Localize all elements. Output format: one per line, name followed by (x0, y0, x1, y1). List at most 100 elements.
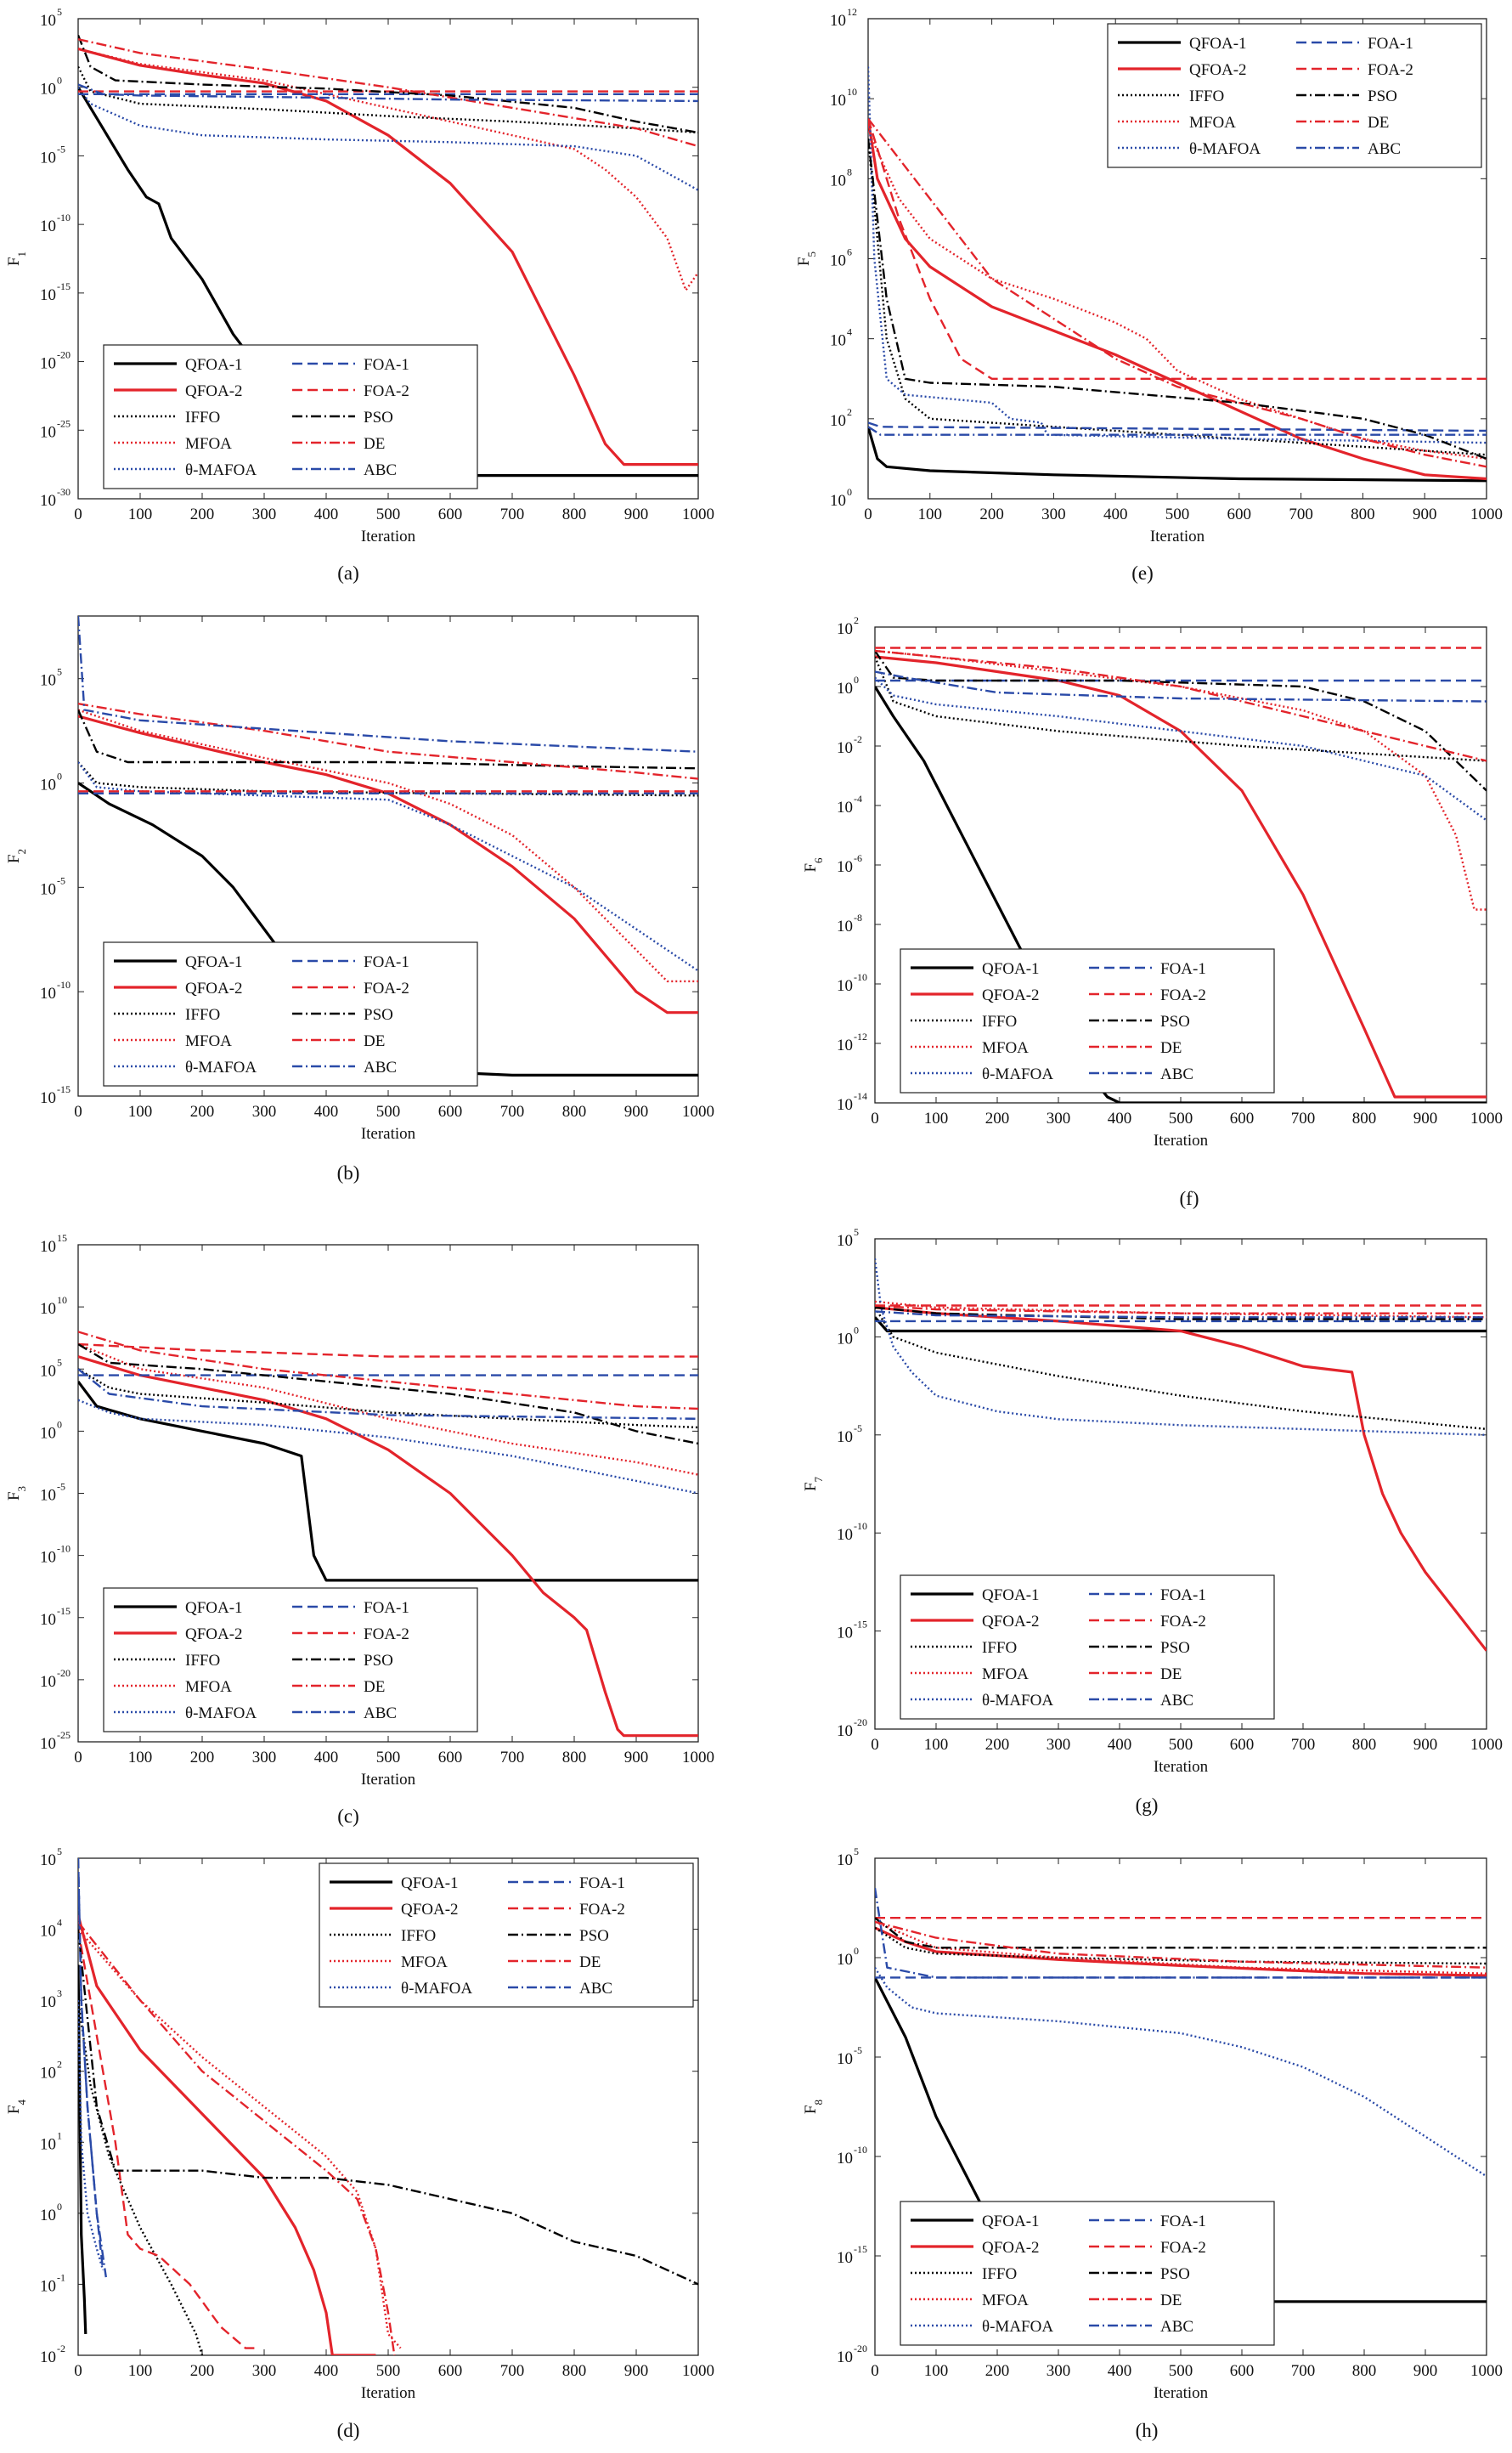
panel-d-y-tick-label: 10 -2 (40, 2343, 65, 2366)
panel-g-x-tick-label: 900 (1413, 1736, 1438, 1754)
panel-a-legend-label-theta-mafoa: θ-MAFOA (185, 461, 257, 479)
panel-h-y-axis-label: F8 (802, 2100, 825, 2114)
panel-h-legend-label-foa-2: FOA-2 (1160, 2239, 1206, 2257)
panel-a-y-tick-label: 10 -30 (40, 486, 71, 510)
panel-e-series-mfoa (868, 130, 1487, 461)
panel-b-x-tick-label: 400 (314, 1103, 339, 1121)
panel-h-legend-label-qfoa-1: QFOA-1 (982, 2213, 1040, 2230)
panel-a-x-tick-label: 500 (376, 506, 401, 523)
svg-text:-20: -20 (854, 1716, 867, 1728)
panel-c-series-theta-mafoa (78, 1399, 698, 1495)
svg-text:-4: -4 (854, 793, 862, 805)
panel-c-legend-label-theta-mafoa: θ-MAFOA (185, 1704, 257, 1722)
panel-b-legend-label-iffo: IFFO (185, 1006, 220, 1024)
panel-g-y-tick-label: 10 -10 (837, 1520, 867, 1544)
panel-b-x-axis-label: Iteration (361, 1125, 416, 1143)
panel-d-series-iffo (78, 1999, 204, 2355)
panel-g-series-iffo (875, 1307, 1487, 1431)
panel-e-y-tick-label: 10 2 (830, 406, 852, 430)
svg-text:-5: -5 (57, 143, 65, 155)
panel-a-series-mfoa (78, 48, 698, 291)
svg-text:10: 10 (837, 739, 853, 757)
svg-text:10: 10 (837, 1428, 853, 1446)
panel-a-series-theta-mafoa (78, 86, 698, 191)
svg-text:-20: -20 (57, 1667, 71, 1679)
svg-text:-10: -10 (57, 212, 71, 223)
panel-d-series-theta-mafoa (78, 2000, 104, 2271)
panel-f-series-de (875, 649, 1487, 762)
panel-h-x-tick-label: 600 (1230, 2362, 1255, 2380)
panel-g-series-qfoa-1 (875, 1316, 1487, 1333)
svg-text:-5: -5 (854, 2044, 862, 2056)
panel-g-y-axis-label: F7 (802, 1476, 825, 1491)
svg-text:10: 10 (830, 412, 846, 430)
svg-text:10: 10 (40, 355, 56, 373)
panel-h-legend-label-foa-1: FOA-1 (1160, 2213, 1206, 2230)
panel-e-x-axis-label: Iteration (1150, 528, 1205, 545)
svg-text:-6: -6 (854, 852, 862, 864)
svg-text:10: 10 (830, 332, 846, 350)
panel-h-legend-label-iffo: IFFO (982, 2265, 1017, 2283)
svg-text:-10: -10 (854, 1520, 867, 1532)
svg-text:-15: -15 (854, 1619, 867, 1631)
svg-text:10: 10 (837, 1722, 853, 1740)
panel-h-x-tick-label: 900 (1413, 2362, 1438, 2380)
panel-b-legend-label-de: DE (364, 1032, 385, 1050)
svg-text:10: 10 (837, 1232, 853, 1250)
svg-text:10: 10 (40, 1238, 56, 1256)
panel-d-y-tick-label: 10 2 (40, 2059, 62, 2083)
svg-text:10: 10 (837, 799, 853, 817)
svg-text:10: 10 (837, 858, 853, 876)
panel-f-y-tick-label: 10 -12 (837, 1031, 867, 1054)
panel-d-legend-label-pso: PSO (579, 1927, 609, 1945)
panel-b-series-de (78, 703, 698, 780)
panel-b-legend-label-foa-2: FOA-2 (364, 980, 409, 998)
svg-text:-25: -25 (57, 417, 71, 429)
svg-text:10: 10 (40, 2065, 56, 2083)
panel-f-legend-label-foa-1: FOA-1 (1160, 960, 1206, 978)
panel-b-legend-label-mfoa: MFOA (185, 1032, 232, 1050)
svg-text:10: 10 (40, 880, 56, 898)
panel-d-series-de (78, 1921, 396, 2355)
panel-h-y-tick-label: 10 0 (837, 1945, 859, 1969)
svg-text:5: 5 (57, 1356, 62, 1368)
panel-c-series-de (78, 1331, 698, 1410)
svg-text:-15: -15 (57, 1083, 71, 1095)
svg-text:-10: -10 (854, 971, 867, 983)
panel-a-y-tick-label: 10 -15 (40, 280, 71, 304)
svg-text:10: 10 (40, 1993, 56, 2011)
panel-g-legend-label-pso: PSO (1160, 1639, 1190, 1657)
panel-d-legend-label-mfoa: MFOA (401, 1953, 448, 1971)
svg-text:3: 3 (57, 1987, 62, 1999)
panel-d-x-tick-label: 500 (376, 2362, 401, 2380)
svg-text:10: 10 (40, 2277, 56, 2295)
svg-text:-12: -12 (854, 1031, 867, 1043)
svg-text:0: 0 (847, 486, 852, 498)
panel-e-legend-label-mfoa: MFOA (1189, 114, 1236, 132)
panel-c-y-tick-label: 10 10 (40, 1294, 67, 1318)
panel-b-legend-label-qfoa-2: QFOA-2 (185, 980, 243, 998)
panel-h-x-axis-label: Iteration (1154, 2384, 1209, 2402)
panel-h-series-qfoa-2 (875, 1926, 1487, 1977)
svg-text:10: 10 (837, 2150, 853, 2168)
panel-d-x-tick-label: 300 (252, 2362, 277, 2380)
panel-b-legend-label-abc: ABC (364, 1059, 397, 1077)
panel-g-y-tick-label: 10 -15 (837, 1619, 867, 1642)
panel-d-x-tick-label: 1000 (682, 2362, 714, 2380)
panel-b-y-tick-label: 10 -15 (40, 1083, 71, 1107)
svg-text:-10: -10 (57, 979, 71, 991)
panel-g-x-tick-label: 300 (1047, 1736, 1071, 1754)
panel-h-y-tick-label: 10 -20 (837, 2343, 867, 2366)
panel-e-y-tick-label: 10 10 (830, 86, 857, 110)
panel-c-y-tick-label: 10 -20 (40, 1667, 71, 1691)
panel-f-x-tick-label: 900 (1413, 1110, 1438, 1128)
svg-text:4: 4 (847, 326, 852, 338)
panel-h-legend-label-theta-mafoa: θ-MAFOA (982, 2318, 1053, 2336)
panel-a-y-tick-label: 10 -25 (40, 417, 71, 441)
svg-text:10: 10 (837, 1330, 853, 1348)
svg-text:5: 5 (854, 1226, 859, 1238)
panel-c-series-mfoa (78, 1342, 698, 1476)
